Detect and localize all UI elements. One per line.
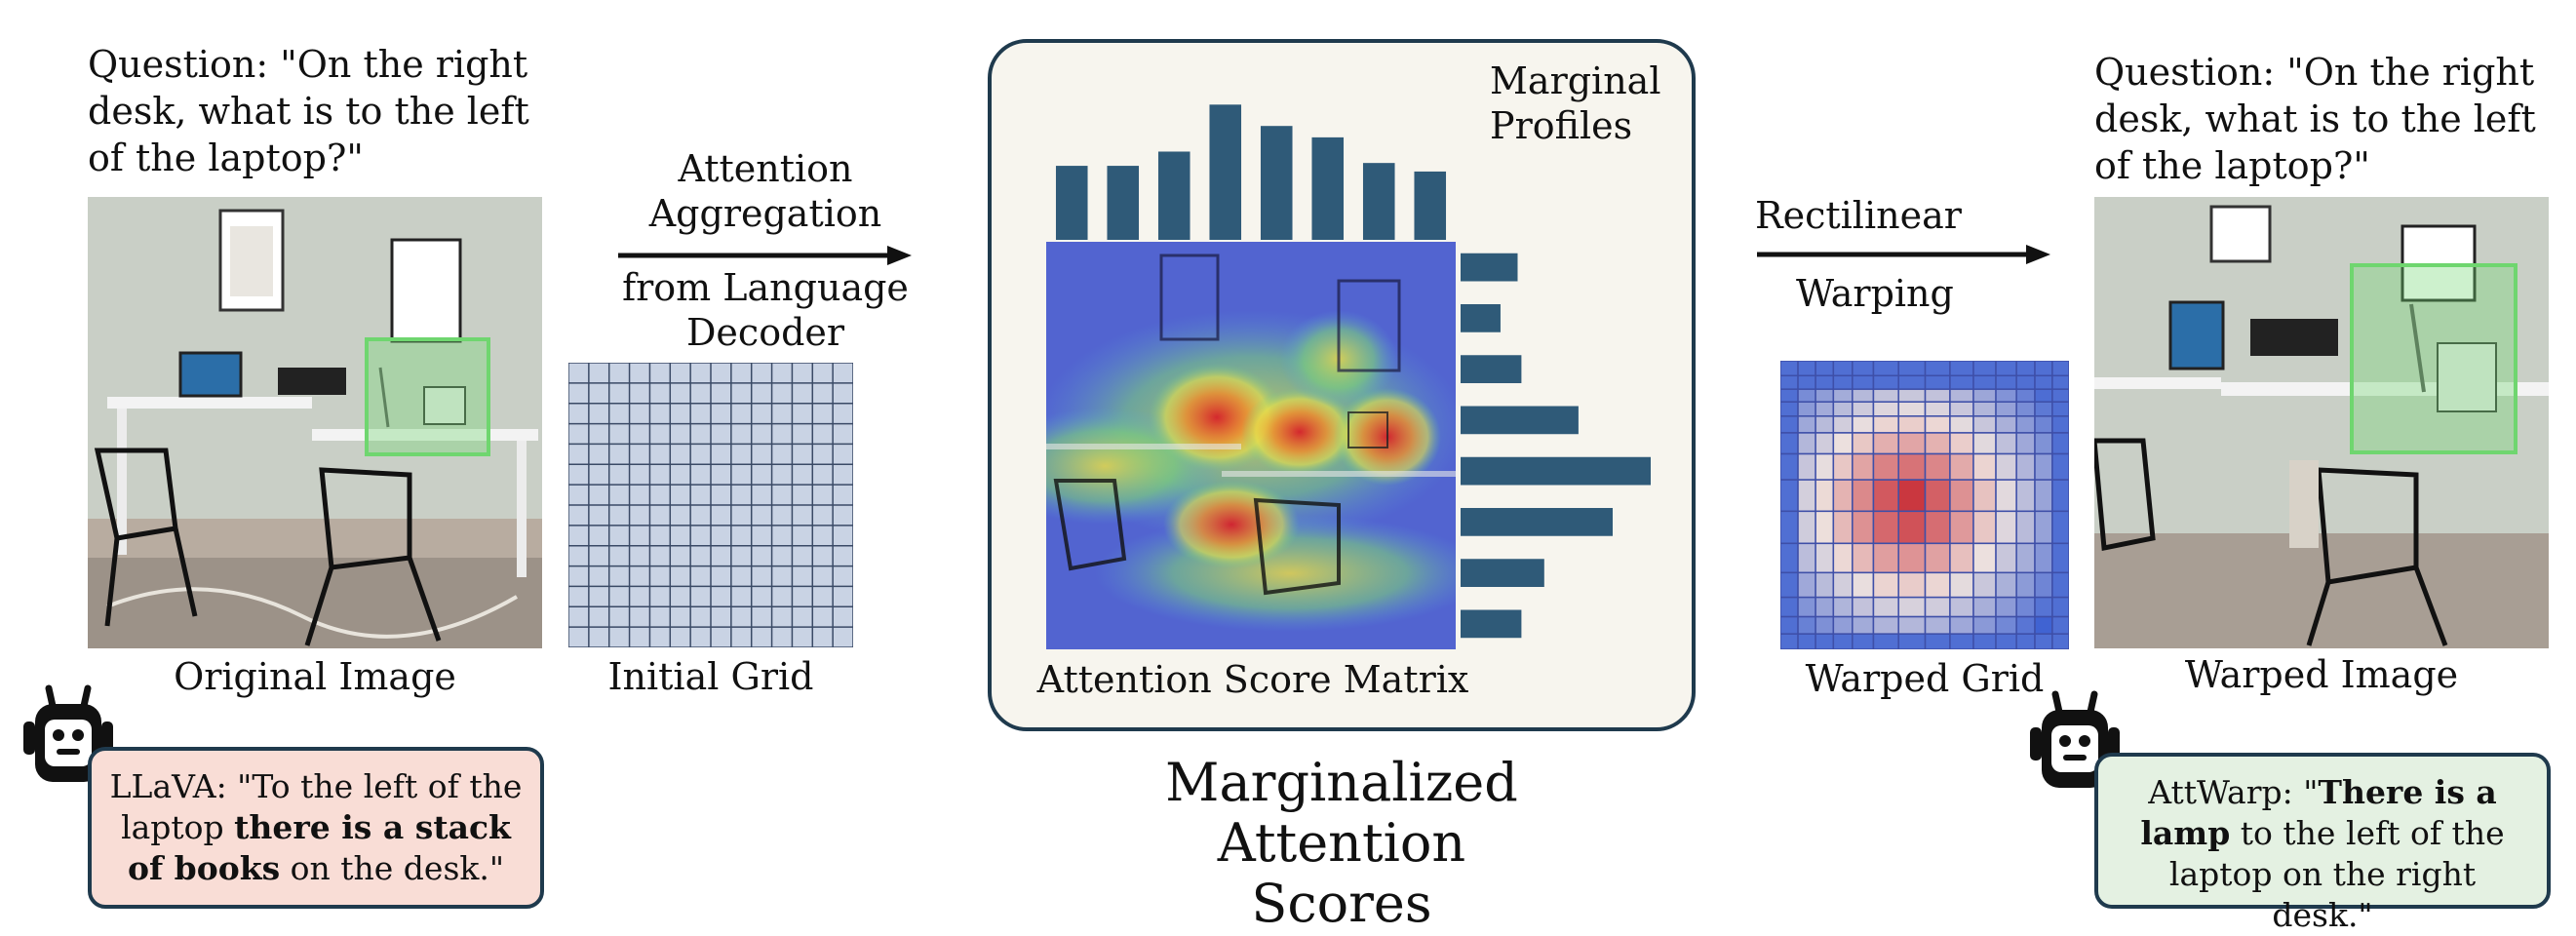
llava-answer-bold: there is a stack of books — [127, 808, 511, 887]
marginal-profiles-line2: Profiles — [1490, 104, 1633, 147]
robot-icon — [2026, 688, 2124, 796]
row-profile-bar — [1461, 559, 1544, 587]
attwarp-answer-suffix: to the left of the laptop on the right d… — [2168, 814, 2505, 934]
row-profile-bar — [1461, 253, 1518, 282]
arrow1-label-top: Attention Aggregation — [614, 146, 917, 236]
robot-icon — [20, 682, 117, 790]
marginal-profiles-line1: Marginal — [1490, 59, 1661, 102]
column-profile-bar — [1260, 126, 1293, 240]
arrow1-line4: Decoder — [685, 311, 845, 354]
row-profile-bar — [1461, 609, 1522, 639]
warped-image-caption: Warped Image — [2184, 653, 2459, 696]
original-image-caption: Original Image — [174, 655, 456, 698]
llava-answer-suffix: on the desk." — [280, 849, 505, 887]
row-profile-bar — [1461, 456, 1651, 486]
column-profile-bar — [1311, 136, 1345, 240]
arrow2-label-top: Rectilinear — [1755, 194, 1962, 237]
row-profile-bar — [1461, 508, 1613, 536]
column-profile-bar — [1362, 163, 1395, 240]
initial-grid-caption: Initial Grid — [607, 655, 814, 698]
row-profile — [1461, 242, 1651, 649]
original-image — [88, 197, 542, 648]
attention-matrix-caption: Attention Score Matrix — [1036, 658, 1469, 701]
attention-score-matrix — [1046, 242, 1456, 649]
center-heading-line2: Scores — [1251, 873, 1432, 934]
arrow2-label-bottom: Warping — [1796, 272, 1954, 315]
arrow1-line1: Attention — [678, 147, 853, 190]
left-question: Question: "On the right desk, what is to… — [88, 43, 529, 179]
llava-answer-prefix: LLaVA: "To the left of the laptop — [109, 767, 523, 846]
row-profile-chart — [1461, 253, 1651, 639]
attwarp-answer-prefix: AttWarp: " — [2148, 773, 2319, 811]
warped-grid-graphic — [1780, 361, 2069, 649]
column-profile-bar — [1157, 151, 1190, 240]
column-profile-bar — [1209, 104, 1242, 240]
marginal-profiles-label: Marginal Profiles — [1490, 58, 1661, 148]
initial-grid — [568, 363, 853, 647]
arrow2 — [1755, 243, 2052, 266]
initial-grid-graphic — [568, 363, 853, 647]
arrow1-label-bottom: from Language Decoder — [614, 265, 917, 355]
column-profile-bar — [1055, 166, 1088, 240]
arrow1-line2: Aggregation — [648, 192, 882, 235]
column-profile-bar — [1107, 166, 1140, 240]
warped-image — [2094, 197, 2549, 648]
center-heading-line1: Marginalized Attention — [1165, 752, 1518, 874]
llava-answer-bubble: LLaVA: "To the left of the laptop there … — [88, 747, 544, 909]
column-profile-chart — [1055, 104, 1447, 240]
arrow1-line3: from Language — [622, 266, 909, 309]
warped-grid-caption: Warped Grid — [1805, 657, 2045, 700]
column-profile — [1046, 98, 1456, 240]
right-question: Question: "On the right desk, what is to… — [2094, 51, 2536, 187]
column-profile-bar — [1414, 171, 1447, 240]
row-profile-bar — [1461, 406, 1579, 435]
row-profile-bar — [1461, 304, 1501, 332]
attwarp-answer-bold: There is a lamp — [2140, 773, 2497, 852]
arrow1 — [616, 244, 914, 267]
attwarp-answer-bubble: AttWarp: "There is a lamp to the left of… — [2094, 753, 2551, 934]
attention-heatmap — [1046, 242, 1456, 649]
warped-grid — [1780, 361, 2069, 649]
original-image-illustration — [88, 197, 542, 648]
row-profile-bar — [1461, 355, 1522, 383]
warped-image-illustration — [2094, 197, 2549, 648]
center-heading: Marginalized Attention Scores — [1049, 753, 1634, 934]
